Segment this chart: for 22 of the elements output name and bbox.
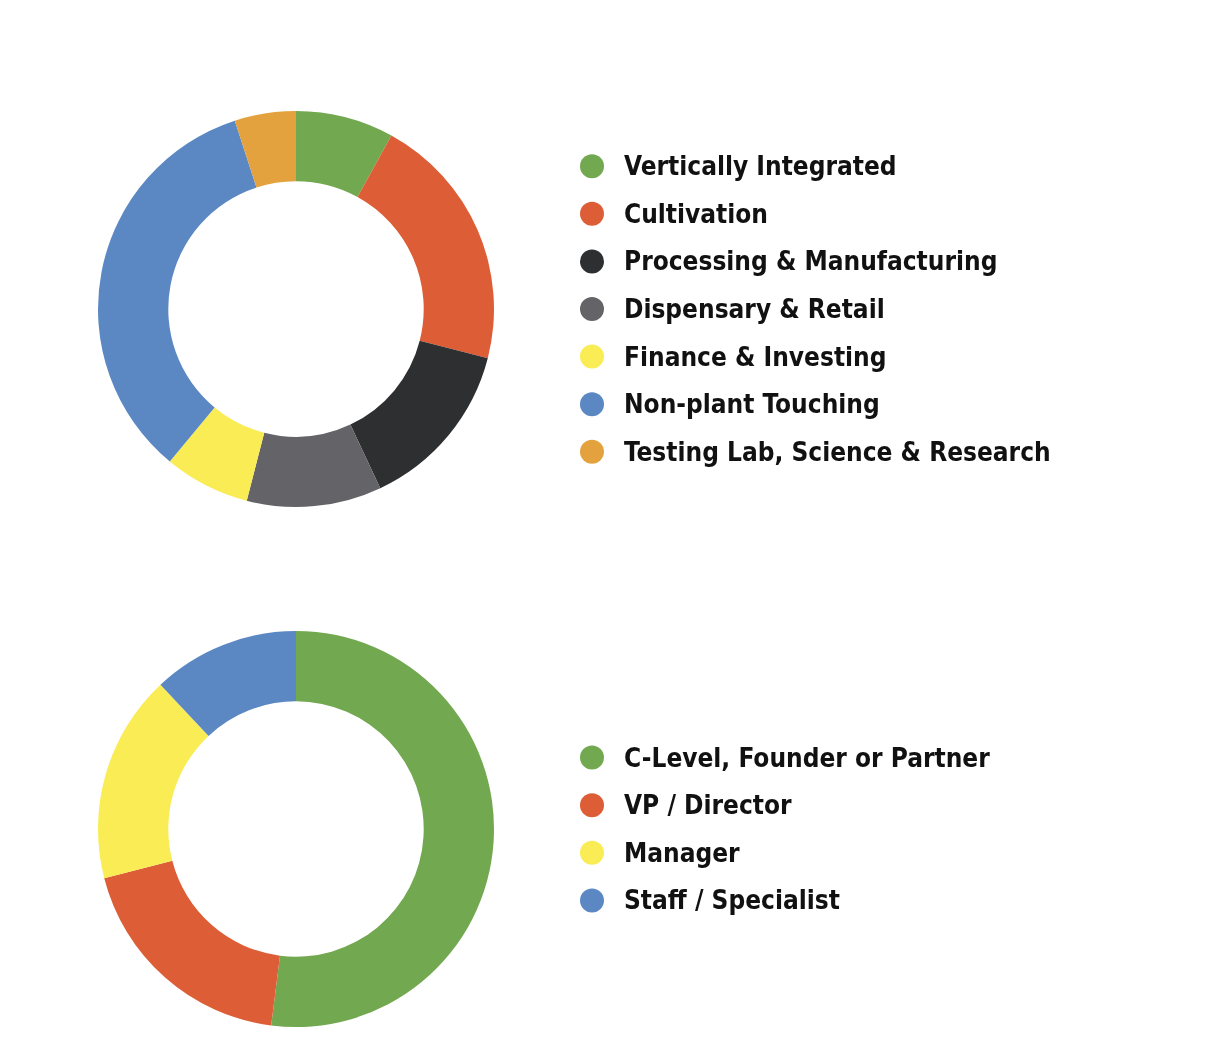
donut-slice <box>104 860 280 1026</box>
legend-label: VP / Director <box>624 790 793 821</box>
legend-label: Processing & Manufacturing <box>624 246 998 277</box>
donut-slice <box>98 684 209 879</box>
legend-label: Dispensary & Retail <box>624 294 885 324</box>
legend-label: Testing Lab, Science & Research <box>624 436 1051 467</box>
legend-label: Finance & Investing <box>624 341 887 372</box>
legend-label: C-Level, Founder or Partner <box>624 742 991 773</box>
donut-slice <box>246 424 381 507</box>
legend-label: Cultivation <box>624 198 768 229</box>
donut-slice <box>357 135 494 359</box>
legend-label: Vertically Integrated <box>624 151 897 182</box>
donut-slice <box>169 407 265 501</box>
legend-label: Staff / Specialist <box>624 885 840 916</box>
donut-slice <box>234 111 296 188</box>
donut-slice <box>296 111 392 198</box>
donut-slice <box>350 340 488 489</box>
donut-slice <box>271 631 494 1027</box>
legend-label: Non-plant Touching <box>624 389 880 420</box>
donut-slice <box>98 120 257 462</box>
donut-slice <box>160 631 296 736</box>
legend-label: Manager <box>624 837 741 868</box>
